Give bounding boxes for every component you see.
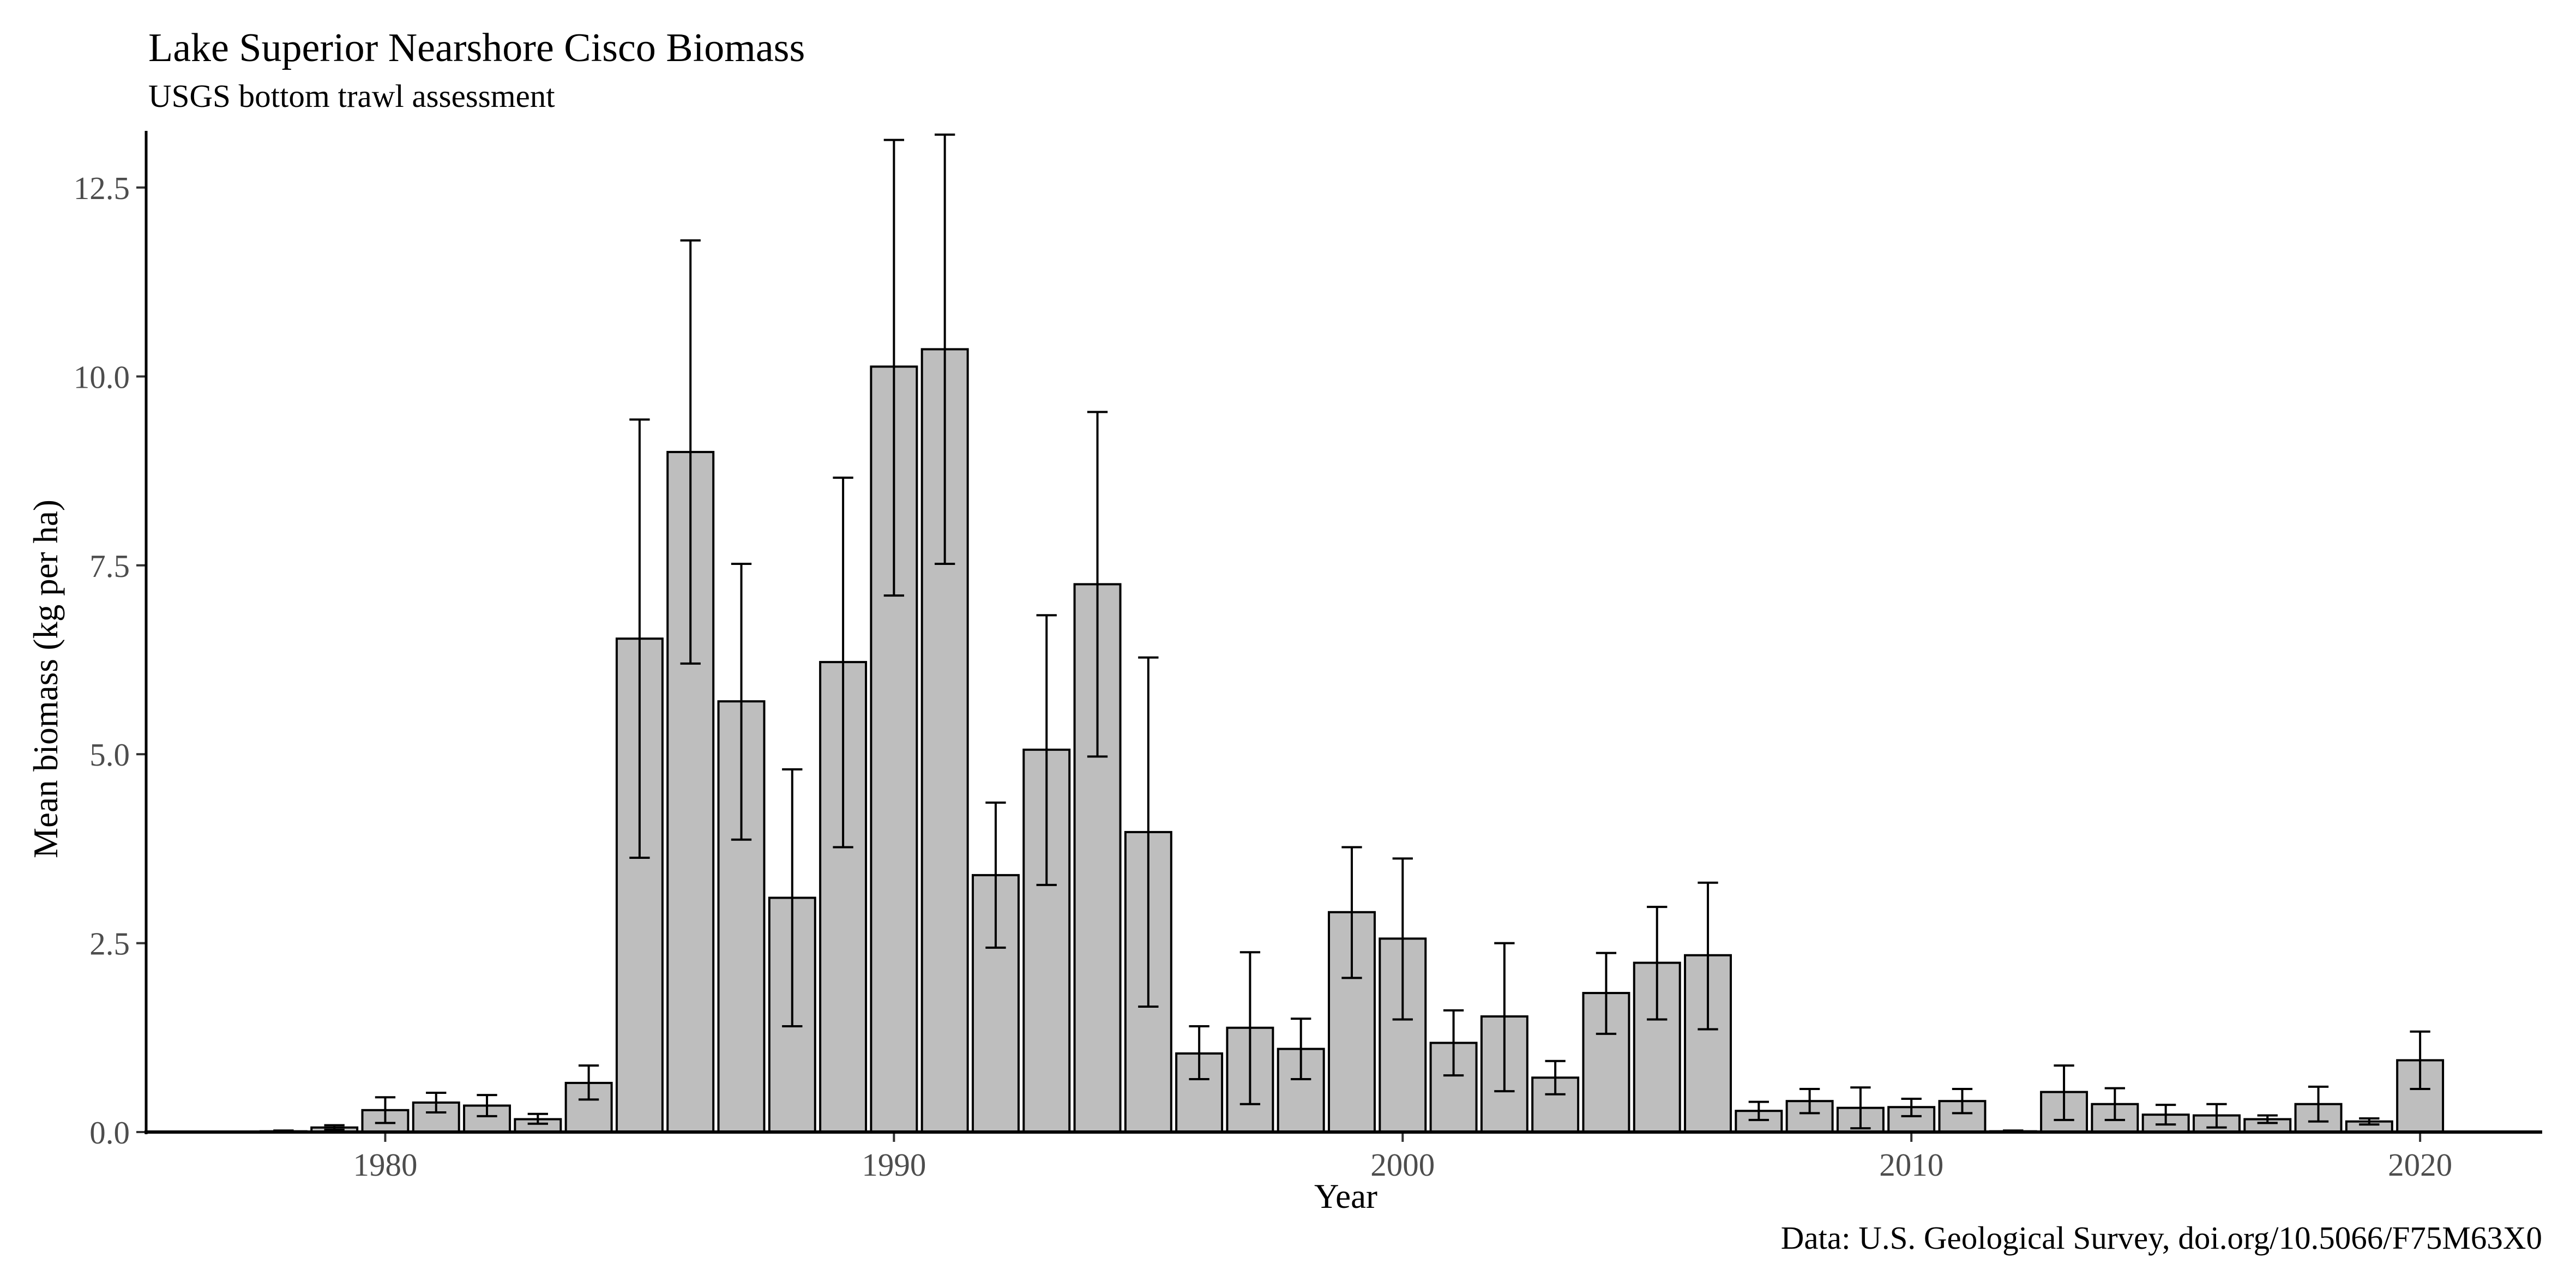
chart-caption: Data: U.S. Geological Survey, doi.org/10… (1781, 1220, 2542, 1256)
bars-group (259, 348, 2445, 1134)
y-axis-title: Mean biomass (kg per ha) (27, 499, 65, 858)
y-tick-label: 0.0 (89, 1115, 130, 1151)
y-tick-label: 10.0 (74, 359, 130, 395)
x-tick-label: 1990 (862, 1147, 926, 1183)
x-tick-label: 2010 (1879, 1147, 1943, 1183)
x-axis-title: Year (1314, 1177, 1377, 1215)
chart-subtitle: USGS bottom trawl assessment (148, 78, 555, 114)
y-tick-label: 7.5 (89, 548, 130, 584)
y-tick-label: 5.0 (89, 737, 130, 773)
x-tick-label: 1980 (353, 1147, 417, 1183)
bar-2001 (1429, 1042, 1478, 1133)
chart-title: Lake Superior Nearshore Cisco Biomass (148, 26, 805, 70)
y-axis-ticks: 0.0 2.5 5.0 7.5 10.0 12.5 (74, 170, 146, 1151)
x-axis-ticks: 1980 1990 2000 2010 2020 (353, 1132, 2452, 1183)
x-tick-label: 2000 (1370, 1147, 1435, 1183)
y-tick-label: 12.5 (74, 170, 130, 206)
y-tick-label: 2.5 (89, 926, 130, 962)
bar-1999 (1328, 911, 1376, 1133)
x-tick-label: 2020 (2388, 1147, 2452, 1183)
